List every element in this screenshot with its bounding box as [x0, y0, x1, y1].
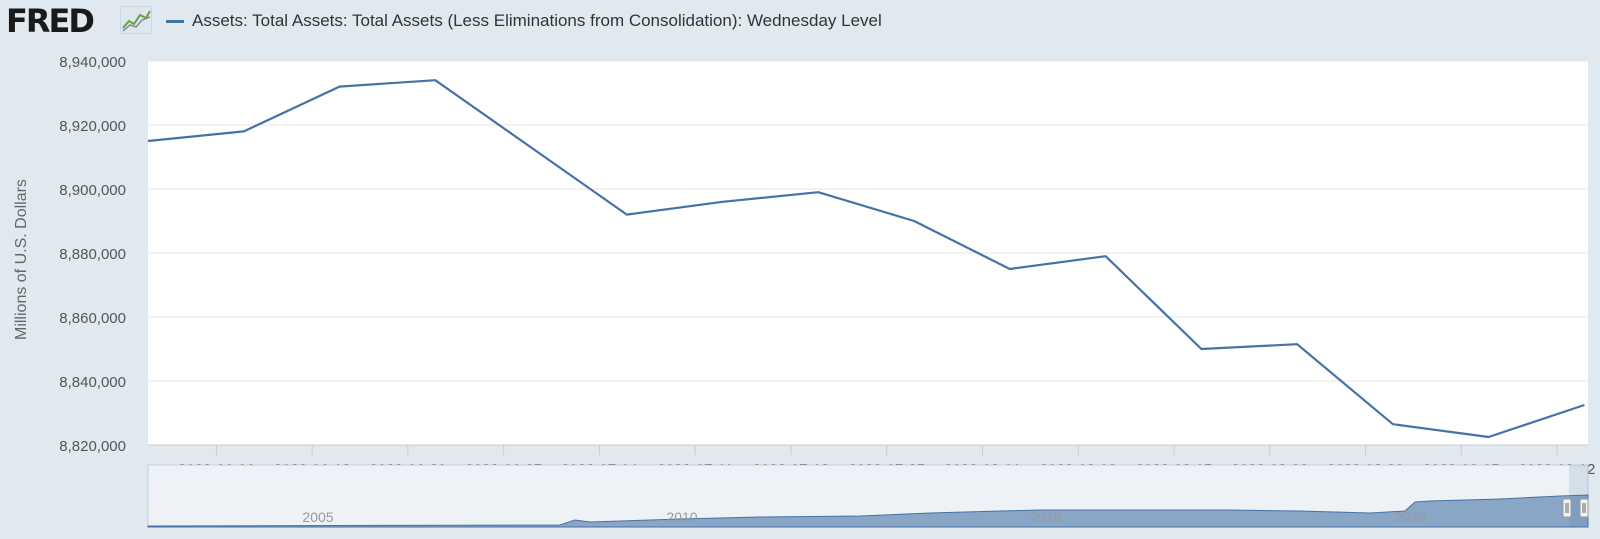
series-layer [147, 79, 1586, 439]
y-tick-label: 8,940,000 [59, 54, 126, 71]
navigator-selected-range [1569, 465, 1588, 527]
y-tick-label: 8,900,000 [59, 182, 126, 199]
navigator-left-handle[interactable] [1562, 498, 1572, 518]
series-line [147, 79, 1585, 439]
navigator-year-label: 2010 [666, 509, 697, 525]
y-axis-labels: 8,820,000 8,840,000 8,860,000 8,880,000 8,90… [59, 54, 126, 455]
y-tick-label: 8,860,000 [59, 310, 126, 327]
navigator-year-label: 2005 [302, 509, 333, 525]
range-navigator[interactable]: 2005 2010 2015 2020 [147, 464, 1589, 528]
data-point [242, 130, 245, 133]
data-point [1583, 404, 1586, 407]
data-point [721, 200, 724, 203]
data-point [625, 213, 628, 216]
fred-logo[interactable]: FRED [6, 2, 95, 40]
y-tick-label: 8,840,000 [59, 374, 126, 391]
data-point [1391, 423, 1394, 426]
navigator-right-handle[interactable] [1579, 498, 1589, 518]
data-point [434, 79, 437, 82]
data-point [530, 146, 533, 149]
y-tick-label: 8,920,000 [59, 118, 126, 135]
data-point [1296, 343, 1299, 346]
legend-swatch [166, 19, 184, 23]
data-point [1104, 255, 1107, 258]
legend-label: Assets: Total Assets: Total Assets (Less… [192, 11, 882, 30]
data-point [1200, 348, 1203, 351]
fred-trend-icon [120, 6, 152, 34]
navigator-area [147, 494, 1589, 528]
data-point [338, 85, 341, 88]
y-tick-label: 8,880,000 [59, 246, 126, 263]
data-point [1008, 268, 1011, 271]
data-point [1487, 436, 1490, 439]
navigator-year-label: 2015 [1030, 509, 1061, 525]
y-tick-label: 8,820,000 [59, 438, 126, 455]
data-point [817, 191, 820, 194]
navigator-year-label: 2020 [1394, 509, 1425, 525]
legend-item[interactable]: Assets: Total Assets: Total Assets (Less… [166, 9, 882, 33]
data-point [913, 220, 916, 223]
navigator-year-labels: 2005 2010 2015 2020 [302, 509, 1425, 525]
chart-header: FRED Assets: Total Assets: Total Assets … [0, 0, 1600, 44]
data-point [147, 140, 150, 143]
